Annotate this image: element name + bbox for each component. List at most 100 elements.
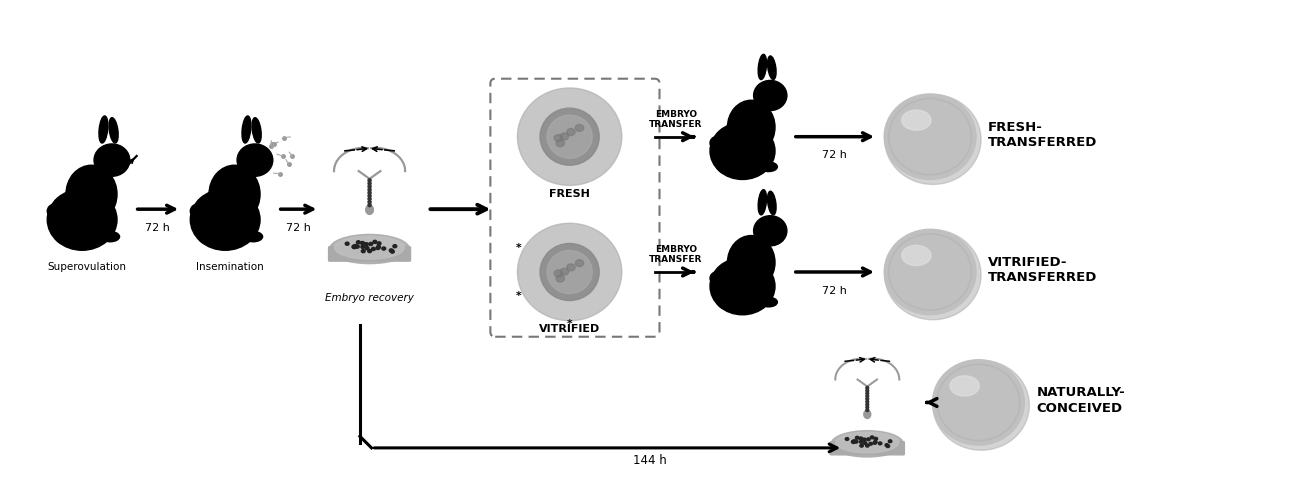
- Ellipse shape: [522, 93, 617, 180]
- Ellipse shape: [560, 133, 569, 140]
- Ellipse shape: [361, 242, 364, 244]
- Ellipse shape: [377, 242, 381, 245]
- Ellipse shape: [875, 437, 877, 440]
- Ellipse shape: [390, 249, 393, 252]
- Ellipse shape: [760, 162, 778, 172]
- Ellipse shape: [364, 243, 368, 246]
- Ellipse shape: [728, 236, 775, 290]
- Ellipse shape: [854, 440, 858, 443]
- Ellipse shape: [871, 436, 873, 439]
- Ellipse shape: [99, 116, 108, 143]
- Ellipse shape: [753, 80, 787, 110]
- Ellipse shape: [346, 242, 350, 245]
- Ellipse shape: [48, 189, 117, 250]
- Ellipse shape: [949, 376, 979, 396]
- Ellipse shape: [863, 438, 866, 441]
- Ellipse shape: [866, 400, 868, 403]
- Ellipse shape: [753, 216, 787, 246]
- Ellipse shape: [860, 444, 863, 447]
- Ellipse shape: [768, 56, 777, 80]
- Ellipse shape: [863, 442, 867, 444]
- Ellipse shape: [55, 235, 80, 245]
- Ellipse shape: [866, 409, 868, 412]
- Ellipse shape: [547, 115, 592, 158]
- Ellipse shape: [361, 249, 365, 253]
- Ellipse shape: [864, 410, 871, 418]
- Text: Superovulation: Superovulation: [46, 262, 126, 272]
- Text: *: *: [566, 319, 573, 329]
- Ellipse shape: [855, 436, 859, 439]
- Ellipse shape: [393, 244, 397, 248]
- Ellipse shape: [884, 94, 977, 179]
- Ellipse shape: [719, 300, 740, 311]
- Ellipse shape: [373, 241, 377, 243]
- Text: 72 h: 72 h: [823, 285, 848, 295]
- Text: Embryo recovery: Embryo recovery: [325, 293, 414, 303]
- Ellipse shape: [566, 129, 575, 136]
- Ellipse shape: [902, 245, 931, 265]
- Ellipse shape: [866, 392, 868, 395]
- Ellipse shape: [556, 275, 565, 282]
- Ellipse shape: [375, 246, 379, 249]
- Ellipse shape: [851, 440, 855, 443]
- Ellipse shape: [867, 438, 871, 441]
- Ellipse shape: [101, 231, 120, 242]
- Ellipse shape: [933, 360, 1024, 445]
- Text: 72 h: 72 h: [146, 223, 170, 233]
- Ellipse shape: [555, 270, 562, 277]
- Ellipse shape: [522, 228, 617, 315]
- Text: FRESH-
TRANSFERRED: FRESH- TRANSFERRED: [988, 121, 1098, 149]
- Ellipse shape: [866, 406, 868, 409]
- Ellipse shape: [252, 118, 261, 143]
- Ellipse shape: [365, 205, 373, 214]
- Ellipse shape: [878, 442, 882, 445]
- Ellipse shape: [566, 264, 575, 271]
- Text: EMBRYO
TRANSFER: EMBRYO TRANSFER: [649, 109, 703, 129]
- Ellipse shape: [356, 241, 360, 244]
- Ellipse shape: [555, 135, 562, 141]
- Ellipse shape: [541, 243, 599, 300]
- Ellipse shape: [372, 247, 375, 250]
- Ellipse shape: [48, 204, 61, 218]
- Ellipse shape: [885, 230, 982, 320]
- Ellipse shape: [517, 88, 622, 185]
- Ellipse shape: [869, 442, 872, 445]
- Ellipse shape: [365, 246, 369, 250]
- Ellipse shape: [368, 188, 372, 191]
- Text: 72 h: 72 h: [286, 223, 311, 233]
- Text: VITRIFIED-
TRANSFERRED: VITRIFIED- TRANSFERRED: [988, 256, 1098, 284]
- Ellipse shape: [191, 204, 204, 218]
- Ellipse shape: [368, 194, 372, 197]
- Ellipse shape: [66, 165, 117, 223]
- Text: 144 h: 144 h: [633, 454, 667, 467]
- Ellipse shape: [710, 137, 722, 149]
- Ellipse shape: [836, 432, 899, 453]
- Ellipse shape: [710, 258, 775, 315]
- Ellipse shape: [243, 116, 250, 143]
- Ellipse shape: [356, 245, 359, 248]
- Ellipse shape: [377, 245, 381, 248]
- Ellipse shape: [575, 260, 583, 267]
- Ellipse shape: [244, 231, 263, 242]
- Text: FRESH: FRESH: [550, 189, 590, 199]
- Ellipse shape: [368, 249, 372, 253]
- Ellipse shape: [369, 243, 373, 245]
- Ellipse shape: [209, 165, 261, 223]
- Ellipse shape: [851, 441, 855, 444]
- Ellipse shape: [237, 144, 272, 176]
- Ellipse shape: [759, 54, 766, 80]
- Ellipse shape: [368, 179, 372, 182]
- Ellipse shape: [94, 144, 130, 176]
- Text: NATURALLY-
CONCEIVED: NATURALLY- CONCEIVED: [1036, 386, 1125, 415]
- Ellipse shape: [885, 94, 982, 184]
- Ellipse shape: [352, 245, 356, 249]
- Ellipse shape: [866, 398, 868, 400]
- Text: Insemination: Insemination: [196, 262, 263, 272]
- Ellipse shape: [517, 223, 622, 321]
- Ellipse shape: [719, 165, 740, 175]
- Ellipse shape: [866, 403, 868, 406]
- Ellipse shape: [845, 437, 849, 440]
- Text: *: *: [516, 243, 521, 253]
- Ellipse shape: [866, 395, 868, 398]
- Ellipse shape: [866, 386, 868, 389]
